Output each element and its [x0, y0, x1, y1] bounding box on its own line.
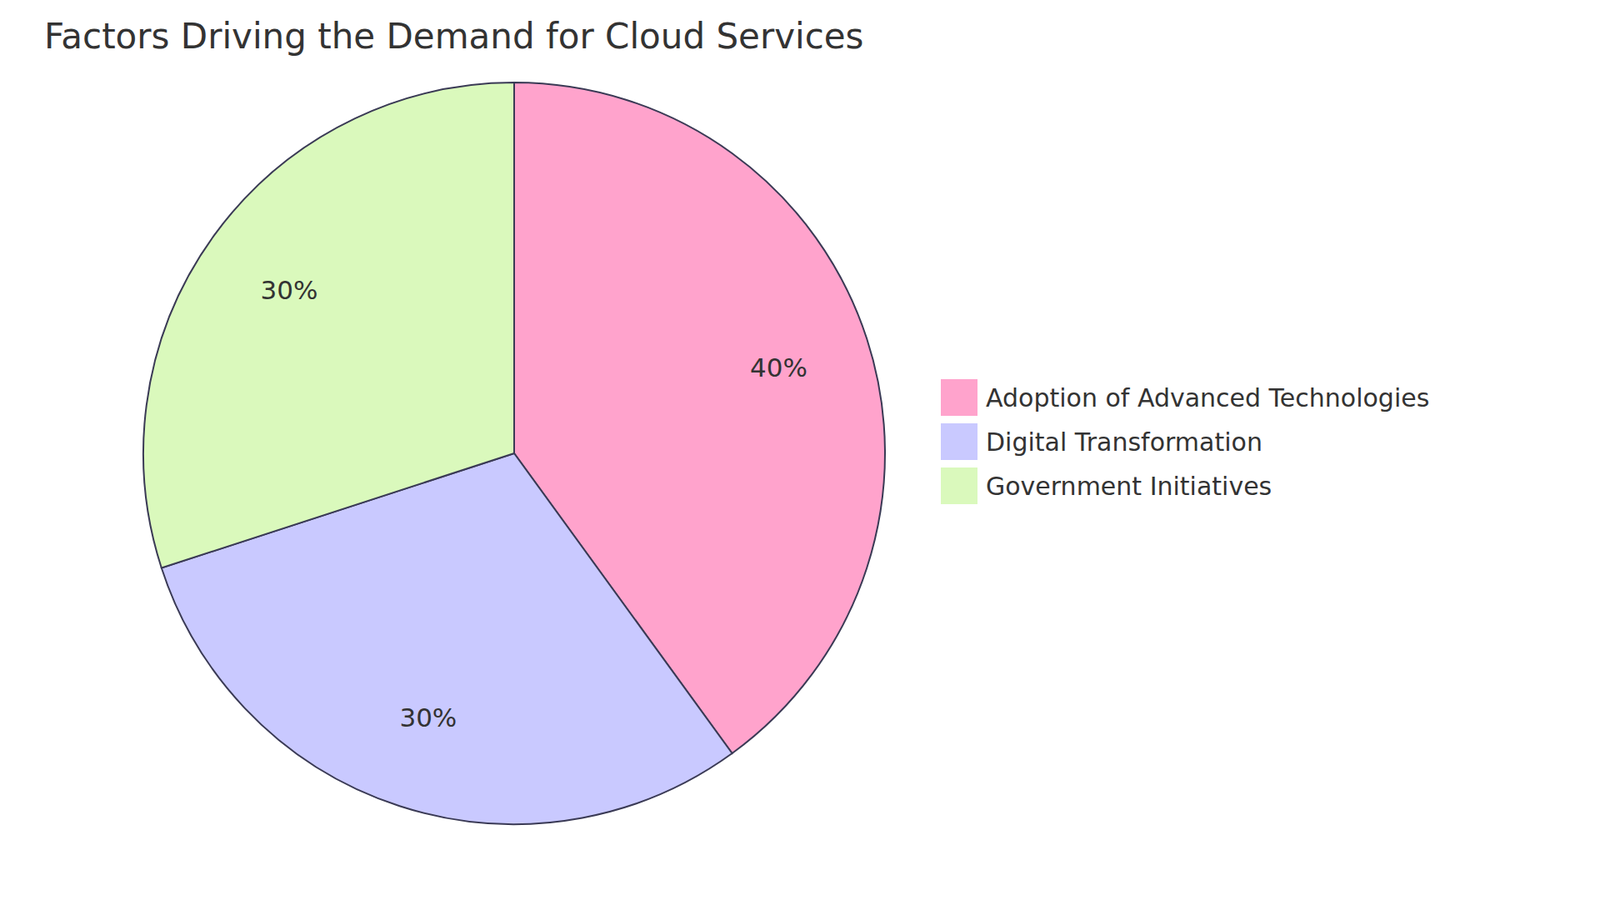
- html-text:Government Initiatives: Government Initiatives: [985, 471, 1272, 501]
- html-text:Factors Driving the Demand for: Factors Driving the Demand for Cloud Ser…: [44, 15, 864, 57]
- svg-text:40%: 40%: [750, 352, 808, 383]
- svg-text:30%: 30%: [399, 702, 457, 733]
- svg-text:30%: 30%: [260, 275, 319, 305]
- html-text:Digital Transformation: Digital Transformation: [985, 427, 1263, 457]
- html-text:Adoption of Advanced Technolog: Adoption of Advanced Technologies: [985, 382, 1430, 413]
